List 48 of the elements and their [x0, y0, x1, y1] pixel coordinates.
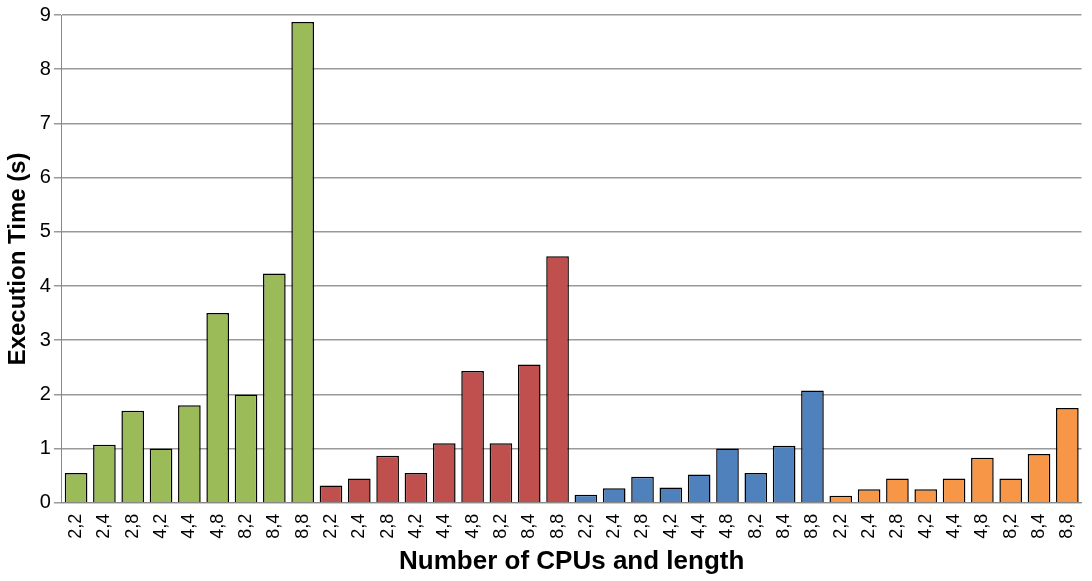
x-tick-label: 2,8: [886, 513, 907, 539]
x-tick-label: 8,2: [999, 513, 1020, 539]
y-tick-label: 0: [39, 490, 51, 513]
y-tick-label: 6: [39, 165, 51, 188]
y-tick-label: 3: [39, 327, 51, 350]
y-tick-label: 4: [39, 273, 51, 296]
x-tick-label: 2,2: [65, 513, 86, 539]
x-tick-label: 4,8: [971, 513, 992, 539]
x-tick-label: 2,4: [858, 513, 879, 539]
y-tick-label: 2: [39, 381, 51, 404]
x-tick-label: 4,4: [688, 513, 709, 539]
x-tick-label: 4,4: [943, 513, 964, 539]
x-tick-label: 4,8: [461, 513, 482, 539]
x-tick-label: 4,8: [716, 513, 737, 539]
x-tick-label: 8,4: [263, 513, 284, 539]
x-tick-label: 8,8: [1056, 513, 1077, 539]
x-tick-label: 8,2: [744, 513, 765, 539]
x-tick-label: 2,4: [93, 513, 114, 539]
x-tick-label: 8,2: [234, 513, 255, 539]
x-tick-label: 2,4: [348, 513, 369, 539]
x-tick-label: 8,8: [546, 513, 567, 539]
x-tick-label: 4,2: [404, 513, 425, 539]
x-tick-label: 4,2: [914, 513, 935, 539]
x-tick-label: 4,2: [150, 513, 171, 539]
x-tick-label: 8,2: [489, 513, 510, 539]
y-tick-label: 7: [39, 110, 51, 133]
x-tick-label: 8,4: [1027, 513, 1048, 539]
x-tick-label: 2,8: [376, 513, 397, 539]
x-axis-title: Number of CPUs and length: [399, 544, 745, 575]
x-tick-label: 8,8: [801, 513, 822, 539]
x-tick-label: 8,4: [773, 513, 794, 539]
x-tick-label: 4,2: [659, 513, 680, 539]
x-tick-label: 2,8: [121, 513, 142, 539]
x-tick-label: 2,4: [603, 513, 624, 539]
y-axis-title: Execution Time (s): [3, 152, 31, 366]
x-tick-label: 4,4: [178, 513, 199, 539]
y-tick-label: 5: [39, 219, 51, 242]
x-tick-label: 4,8: [206, 513, 227, 539]
y-tick-label: 9: [39, 2, 51, 25]
x-tick-label: 2,2: [319, 513, 340, 539]
x-tick-label: 2,2: [574, 513, 595, 539]
x-tick-label: 8,8: [291, 513, 312, 539]
x-tick-label: 8,4: [518, 513, 539, 539]
x-tick-label: 2,2: [829, 513, 850, 539]
x-tick-label: 2,8: [631, 513, 652, 539]
x-tick-label: 4,4: [433, 513, 454, 539]
y-tick-label: 1: [39, 436, 51, 459]
y-tick-label: 8: [39, 56, 51, 79]
